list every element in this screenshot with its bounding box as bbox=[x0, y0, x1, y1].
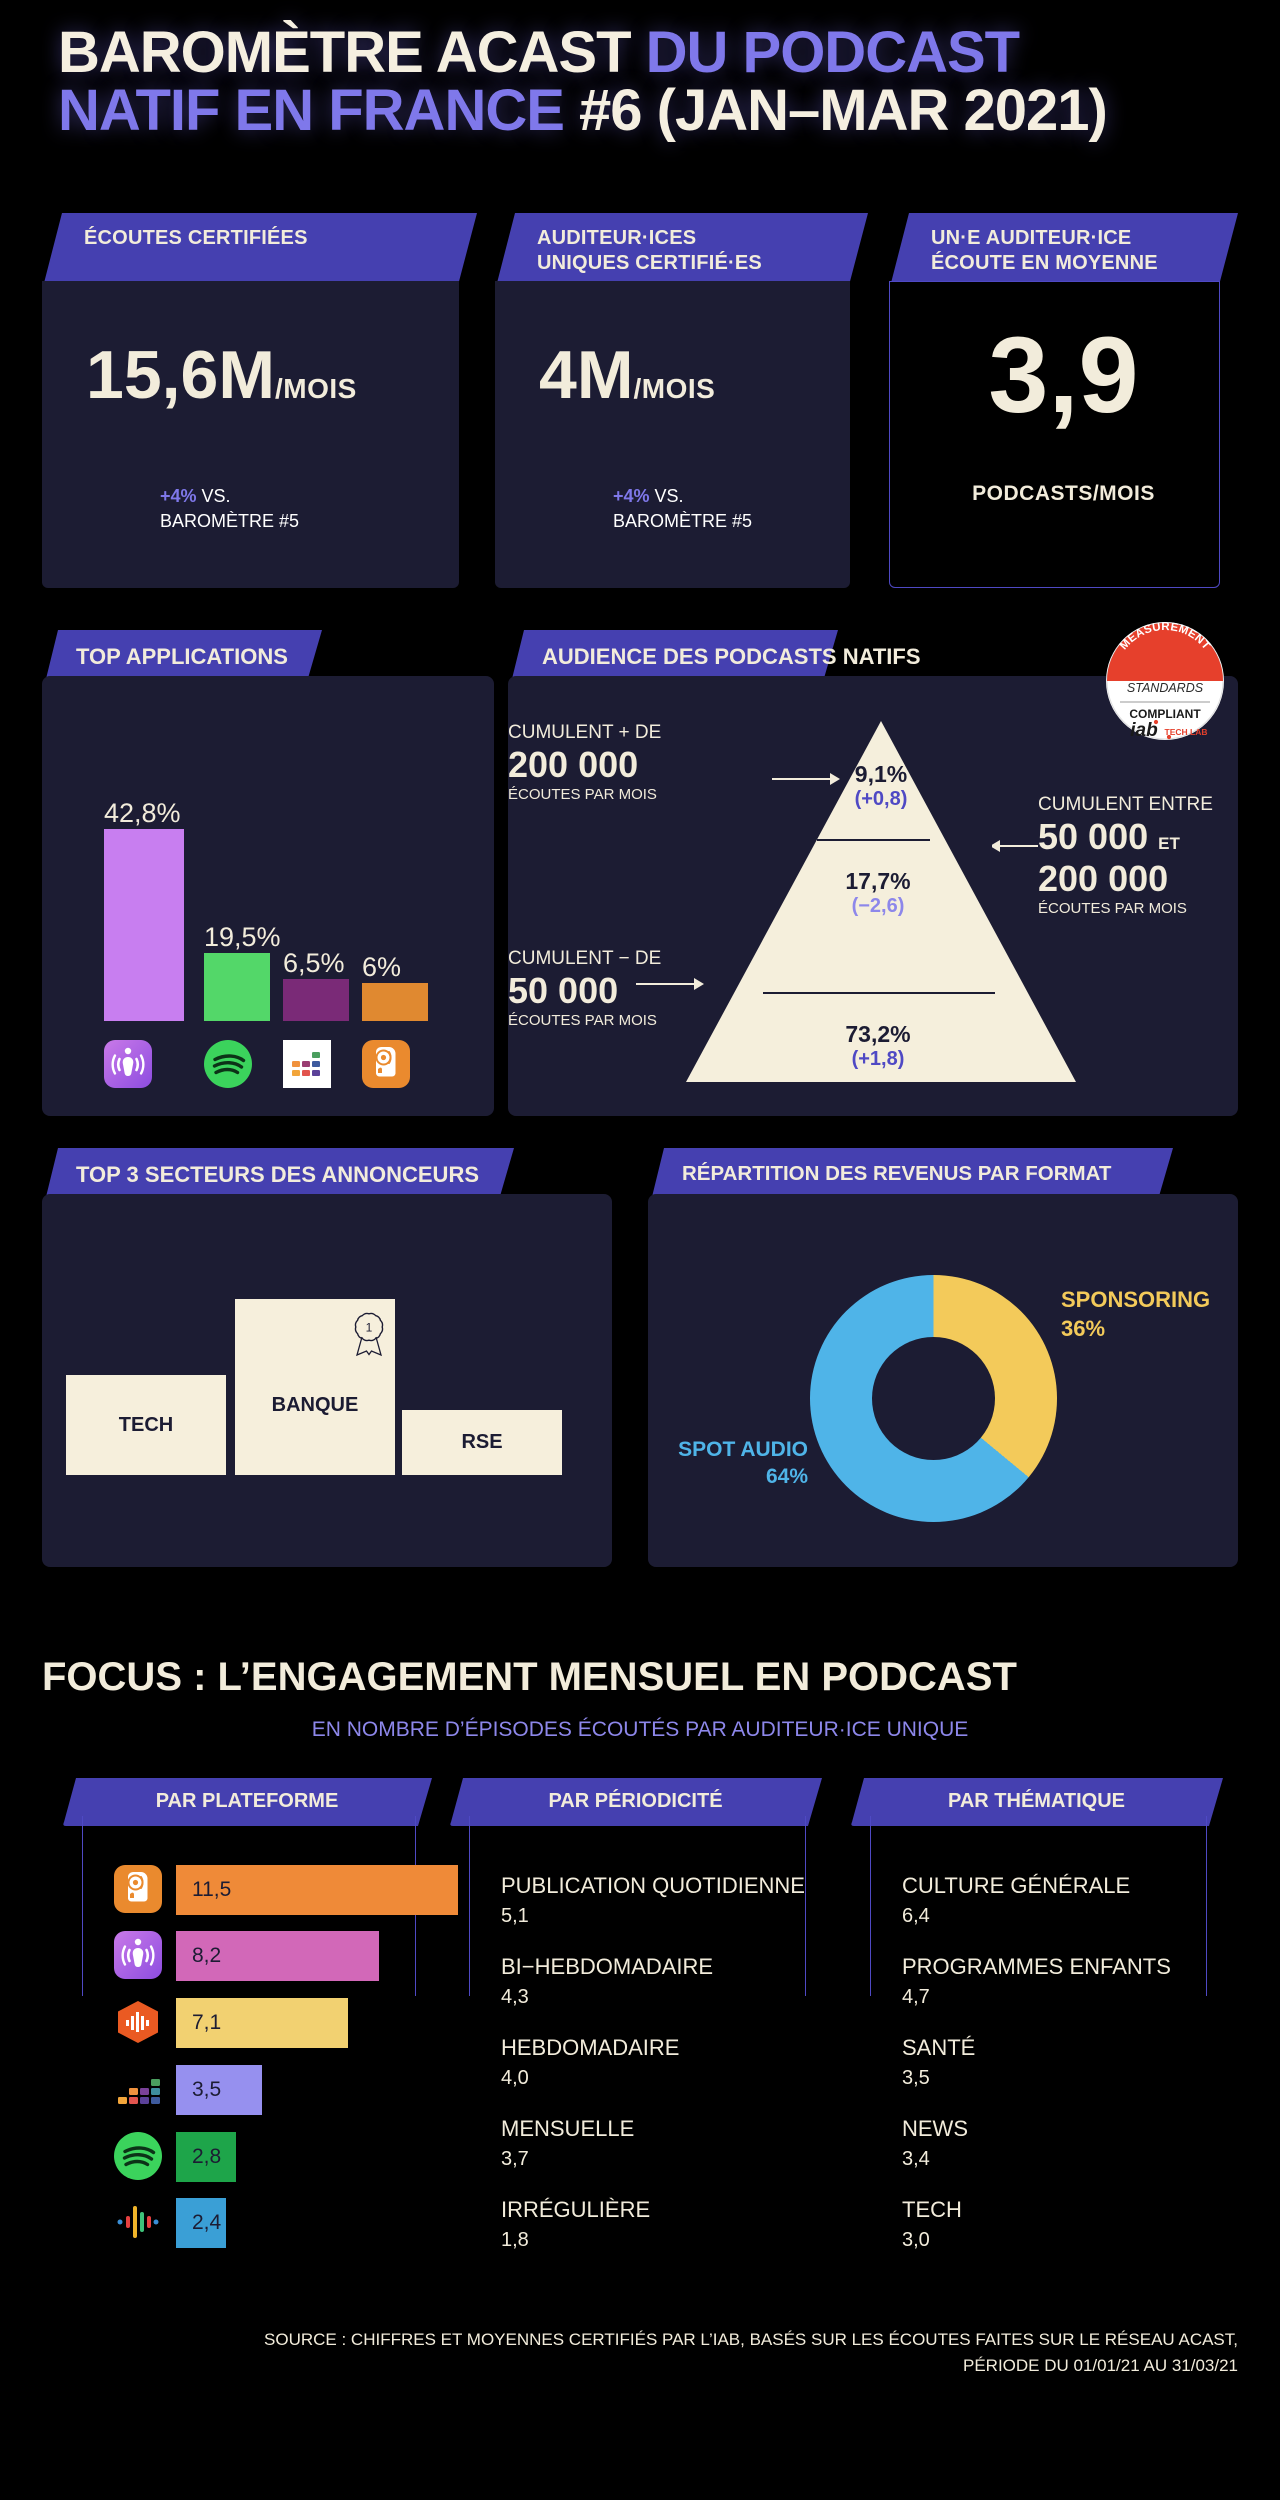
svg-text:1: 1 bbox=[366, 1321, 373, 1335]
svg-text:STANDARDS: STANDARDS bbox=[1127, 681, 1204, 695]
svg-text:iab: iab bbox=[1130, 720, 1158, 740]
svg-text:TECH LAB: TECH LAB bbox=[1165, 727, 1208, 737]
svg-text:COMPLIANT: COMPLIANT bbox=[1129, 707, 1201, 721]
